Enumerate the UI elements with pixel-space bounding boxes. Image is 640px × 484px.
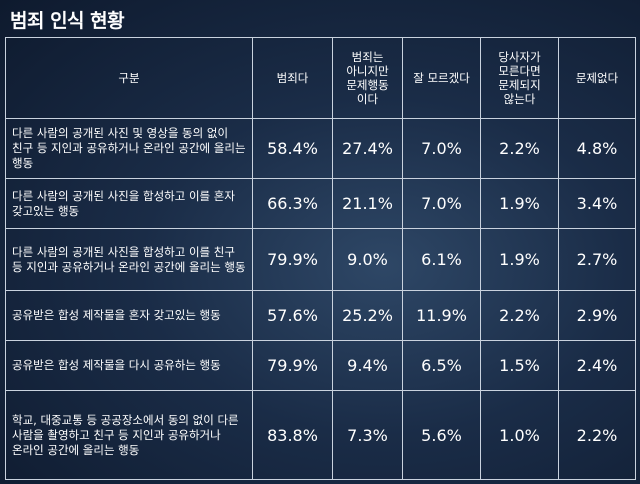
value-no-issue-if-unknown: 2.2% xyxy=(480,118,559,179)
page-title: 범죄 인식 현황 xyxy=(10,10,125,32)
value-problem-behavior: 9.0% xyxy=(332,228,403,291)
table-row: 공유받은 합성 제작물을 혼자 갖고있는 행동 57.6% 25.2% 11.9… xyxy=(5,290,636,341)
row-item: 학교, 대중교통 등 공공장소에서 동의 없이 다른 사람을 촬영하고 친구 등… xyxy=(5,390,253,480)
header-no-problem: 문제없다 xyxy=(558,37,636,119)
header-crime: 범죄다 xyxy=(252,37,333,119)
value-not-sure: 5.6% xyxy=(402,390,481,480)
value-no-problem: 2.7% xyxy=(558,228,636,291)
value-crime: 57.6% xyxy=(252,290,333,341)
value-crime: 58.4% xyxy=(252,118,333,179)
perception-table: 구분 범죄다 범죄는 아니지만 문제행동 이다 잘 모르겠다 당사자가 모른다면… xyxy=(5,37,636,480)
header-not-sure: 잘 모르겠다 xyxy=(402,37,481,119)
row-item: 공유받은 합성 제작물을 혼자 갖고있는 행동 xyxy=(5,290,253,341)
value-no-issue-if-unknown: 1.9% xyxy=(480,228,559,291)
value-problem-behavior: 7.3% xyxy=(332,390,403,480)
value-not-sure: 11.9% xyxy=(402,290,481,341)
value-problem-behavior: 27.4% xyxy=(332,118,403,179)
value-not-sure: 6.5% xyxy=(402,340,481,391)
value-no-problem: 2.4% xyxy=(558,340,636,391)
value-not-sure: 6.1% xyxy=(402,228,481,291)
table-row: 공유받은 합성 제작물을 다시 공유하는 행동 79.9% 9.4% 6.5% … xyxy=(5,340,636,391)
value-problem-behavior: 21.1% xyxy=(332,178,403,229)
header-category: 구분 xyxy=(5,37,253,119)
value-crime: 66.3% xyxy=(252,178,333,229)
value-no-problem: 3.4% xyxy=(558,178,636,229)
value-not-sure: 7.0% xyxy=(402,118,481,179)
table-row: 다른 사람의 공개된 사진을 합성하고 이를 혼자 갖고있는 행동 66.3% … xyxy=(5,178,636,229)
value-crime: 79.9% xyxy=(252,340,333,391)
row-item: 다른 사람의 공개된 사진을 합성하고 이를 혼자 갖고있는 행동 xyxy=(5,178,253,229)
value-crime: 79.9% xyxy=(252,228,333,291)
table-row: 다른 사람의 공개된 사진 및 영상을 동의 없이 친구 등 지인과 공유하거나… xyxy=(5,118,636,179)
value-no-problem: 4.8% xyxy=(558,118,636,179)
value-no-problem: 2.2% xyxy=(558,390,636,480)
value-problem-behavior: 25.2% xyxy=(332,290,403,341)
table-row: 다른 사람의 공개된 사진을 합성하고 이를 친구 등 지인과 공유하거나 온라… xyxy=(5,228,636,291)
header-problem-behavior: 범죄는 아니지만 문제행동 이다 xyxy=(332,37,403,119)
value-no-issue-if-unknown: 1.9% xyxy=(480,178,559,229)
row-item: 다른 사람의 공개된 사진을 합성하고 이를 친구 등 지인과 공유하거나 온라… xyxy=(5,228,253,291)
value-not-sure: 7.0% xyxy=(402,178,481,229)
header-no-issue-if-unknown: 당사자가 모른다면 문제되지 않는다 xyxy=(480,37,559,119)
value-problem-behavior: 9.4% xyxy=(332,340,403,391)
value-crime: 83.8% xyxy=(252,390,333,480)
header-row: 구분 범죄다 범죄는 아니지만 문제행동 이다 잘 모르겠다 당사자가 모른다면… xyxy=(5,37,636,119)
value-no-issue-if-unknown: 1.0% xyxy=(480,390,559,480)
value-no-issue-if-unknown: 1.5% xyxy=(480,340,559,391)
value-no-issue-if-unknown: 2.2% xyxy=(480,290,559,341)
table-row: 학교, 대중교통 등 공공장소에서 동의 없이 다른 사람을 촬영하고 친구 등… xyxy=(5,390,636,480)
value-no-problem: 2.9% xyxy=(558,290,636,341)
row-item: 다른 사람의 공개된 사진 및 영상을 동의 없이 친구 등 지인과 공유하거나… xyxy=(5,118,253,179)
row-item: 공유받은 합성 제작물을 다시 공유하는 행동 xyxy=(5,340,253,391)
